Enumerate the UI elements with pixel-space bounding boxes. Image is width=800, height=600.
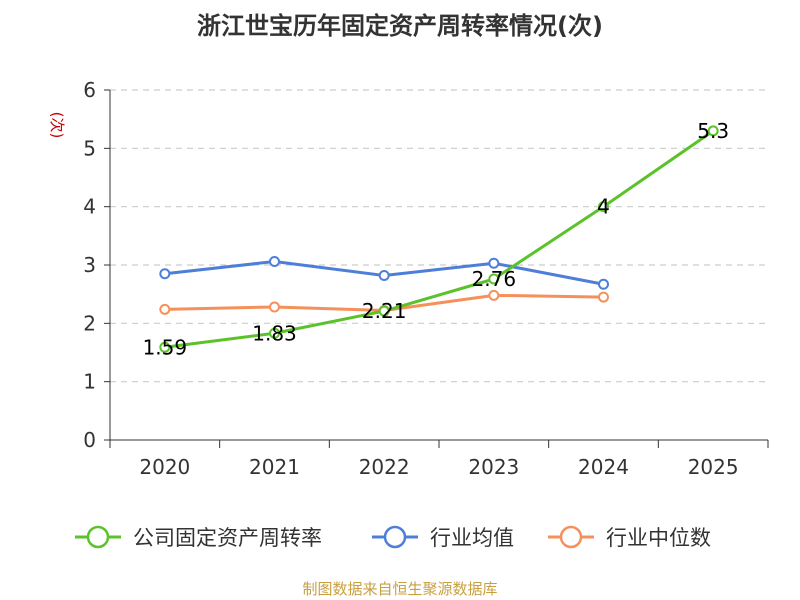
y-tick-label: 6 bbox=[83, 78, 96, 102]
series-line bbox=[164, 129, 715, 349]
legend-swatch-marker bbox=[559, 525, 583, 549]
data-label: 2.76 bbox=[472, 267, 517, 291]
y-axis-label: (次) bbox=[48, 112, 66, 139]
data-point bbox=[378, 270, 390, 281]
y-tick-label: 5 bbox=[83, 136, 96, 160]
x-tick-label: 2023 bbox=[468, 455, 519, 479]
data-point bbox=[378, 305, 390, 317]
chart-title: 浙江世宝历年固定资产周转率情况(次) bbox=[197, 12, 603, 40]
y-tick-label: 3 bbox=[83, 253, 96, 277]
data-label: 5.3 bbox=[697, 119, 729, 143]
legend: 公司固定资产周转率 行业均值 行业中位数 bbox=[75, 525, 711, 550]
y-tick-label: 1 bbox=[83, 370, 96, 394]
data-point bbox=[707, 125, 719, 137]
legend-label: 公司固定资产周转率 bbox=[133, 526, 322, 550]
axes: 0 1 2 3 4 5 6 2020 2021 2022 2023 2024 2025 bbox=[83, 78, 769, 479]
legend-swatch-marker bbox=[86, 525, 110, 549]
x-tick-label: 2022 bbox=[359, 455, 410, 479]
y-tick-label: 4 bbox=[83, 195, 96, 219]
data-label: 1.59 bbox=[143, 335, 188, 359]
data-point bbox=[488, 289, 500, 301]
y-tick-label: 2 bbox=[83, 311, 96, 335]
data-point bbox=[159, 303, 171, 315]
data-point bbox=[159, 341, 171, 353]
legend-label: 行业均值 bbox=[430, 526, 514, 550]
grid-lines bbox=[110, 89, 768, 383]
data-label: 4 bbox=[597, 195, 610, 219]
data-label: 2.21 bbox=[362, 299, 407, 323]
data-point bbox=[598, 278, 609, 290]
data-point bbox=[598, 291, 609, 303]
y-tick-label: 0 bbox=[83, 428, 96, 452]
x-tick-label: 2021 bbox=[249, 455, 300, 479]
x-tick-label: 2020 bbox=[139, 455, 190, 479]
data-point bbox=[159, 268, 171, 280]
x-tick-label: 2025 bbox=[688, 455, 739, 479]
data-point bbox=[488, 257, 500, 269]
data-point bbox=[269, 327, 280, 339]
data-point bbox=[269, 256, 280, 267]
data-point bbox=[269, 301, 280, 313]
data-label: 1.83 bbox=[252, 321, 297, 345]
data-point bbox=[598, 201, 609, 213]
data-point bbox=[488, 273, 500, 285]
source-note: 制图数据来自恒生聚源数据库 bbox=[302, 580, 498, 598]
x-tick-label: 2024 bbox=[578, 455, 629, 479]
data-labels: 1.59 1.83 2.21 2.76 4 5.3 bbox=[143, 119, 730, 359]
legend-label: 行业中位数 bbox=[606, 526, 711, 550]
series-layer bbox=[159, 125, 719, 353]
legend-swatch-marker bbox=[383, 525, 407, 549]
